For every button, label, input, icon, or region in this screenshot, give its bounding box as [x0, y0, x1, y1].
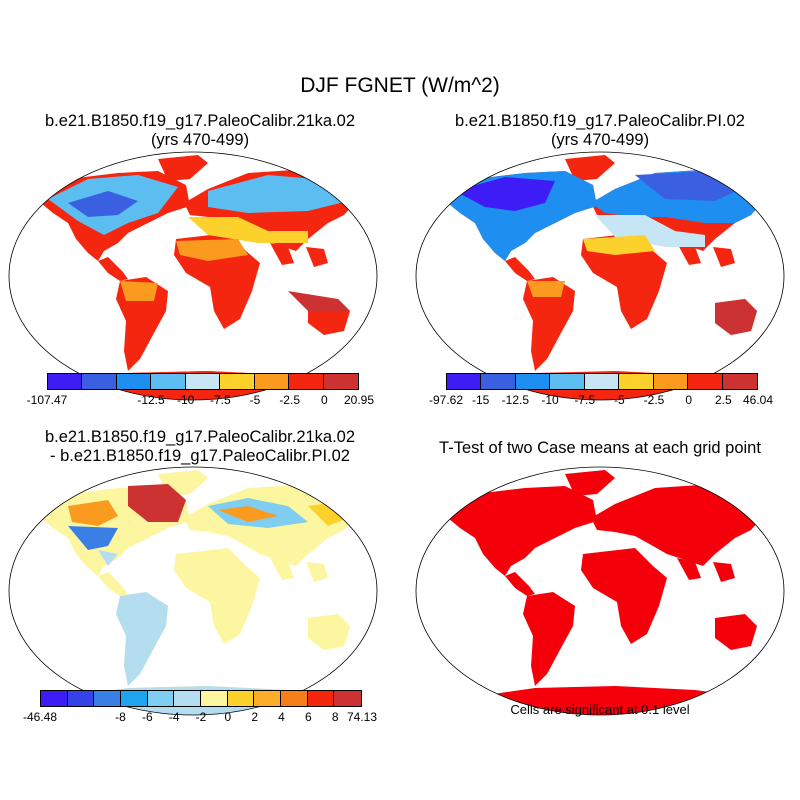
colorbar-tick-label: -15	[471, 393, 490, 407]
colorbar-swatch	[307, 691, 335, 706]
colorbar-swatch	[515, 374, 551, 389]
colorbar-swatch	[220, 374, 255, 389]
colorbar-tick-label: -5	[613, 393, 625, 407]
colorbar-tick-label: -6	[141, 710, 153, 724]
colorbar-tick-label: -8	[115, 710, 126, 724]
colorbar-tick-label: 20.95	[343, 393, 375, 407]
colorbar-tick-label: -12.5	[501, 393, 530, 407]
colorbar-tick-label: -4	[168, 710, 180, 724]
colorbar-tick-label: -12.5	[137, 393, 165, 407]
colorbar-swatch	[688, 374, 723, 389]
main-title: DJF FGNET (W/m^2)	[300, 74, 500, 97]
colorbar-swatch	[323, 374, 358, 389]
colorbar-tick-label: 0	[224, 710, 232, 724]
colorbar-swatch	[619, 374, 654, 389]
colorbar-tick-label: 2	[251, 710, 258, 724]
colorbar-tick-label: 4	[278, 710, 285, 724]
panel-3-title: b.e21.B1850.f19_g17.PaleoCalibr.21ka.02	[44, 428, 356, 446]
colorbar-swatch	[174, 691, 202, 706]
panel-3-subtitle: - b.e21.B1850.f19_g17.PaleoCalibr.PI.02	[50, 447, 350, 465]
colorbar-tick-label: -97.62	[428, 393, 464, 407]
colorbar-swatch	[67, 691, 95, 706]
colorbar-tick-label: 8	[331, 710, 339, 724]
colorbar-swatch	[151, 374, 186, 389]
colorbar-swatch	[201, 691, 228, 706]
panel-2-colorbar	[446, 373, 758, 390]
colorbar-swatch	[94, 691, 122, 706]
colorbar-swatch	[147, 691, 175, 706]
colorbar-swatch	[653, 374, 689, 389]
colorbar-tick-label: 0	[685, 393, 692, 407]
colorbar-swatch	[121, 691, 148, 706]
colorbar-tick-label: -7.5	[574, 393, 595, 407]
colorbar-swatch	[722, 374, 757, 389]
panel-1-subtitle: (yrs 470-499)	[150, 131, 250, 149]
colorbar-swatch	[334, 691, 362, 706]
colorbar-swatch	[481, 374, 516, 389]
panel-4-title: T-Test of two Case means at each grid po…	[439, 439, 761, 457]
colorbar-swatch	[254, 374, 290, 389]
colorbar-swatch	[550, 374, 585, 389]
colorbar-tick-label: 46.04	[742, 393, 774, 407]
colorbar-swatch	[447, 374, 482, 389]
panel-2-title: b.e21.B1850.f19_g17.PaleoCalibr.PI.02	[455, 112, 745, 130]
colorbar-tick-label: -10	[541, 393, 559, 407]
panel-1-map	[8, 151, 378, 401]
colorbar-tick-label: -2.5	[279, 393, 300, 407]
panel-1-colorbar	[47, 373, 359, 390]
colorbar-tick-label: -46.48	[22, 710, 58, 724]
colorbar-tick-label: -5	[249, 393, 261, 407]
colorbar-tick-label: 2.5	[714, 393, 732, 407]
colorbar-tick-label: -107.47	[26, 393, 68, 407]
panel-4-map	[415, 466, 785, 716]
colorbar-tick-label: 0	[320, 393, 328, 407]
colorbar-tick-label: -10	[176, 393, 195, 407]
colorbar-tick-label: 74.13	[346, 710, 378, 724]
panel-2-map	[415, 151, 785, 401]
colorbar-swatch	[254, 691, 282, 706]
panel-1-title: b.e21.B1850.f19_g17.PaleoCalibr.21ka.02	[44, 112, 356, 130]
panel-3-map	[8, 466, 378, 716]
colorbar-swatch	[41, 691, 68, 706]
colorbar-swatch	[82, 374, 117, 389]
colorbar-swatch	[227, 691, 255, 706]
panel-3-colorbar	[40, 690, 362, 707]
colorbar-swatch	[281, 691, 308, 706]
colorbar-tick-label: -2	[195, 710, 207, 724]
colorbar-swatch	[185, 374, 221, 389]
colorbar-swatch	[48, 374, 83, 389]
colorbar-tick-label: -7.5	[209, 393, 231, 407]
colorbar-tick-label: -2.5	[643, 393, 665, 407]
panel-2-subtitle: (yrs 470-499)	[550, 131, 650, 149]
colorbar-swatch	[584, 374, 620, 389]
colorbar-swatch	[289, 374, 324, 389]
colorbar-tick-label: 6	[304, 710, 312, 724]
significance-note: Cells are significant at 0.1 level	[510, 702, 690, 717]
colorbar-swatch	[116, 374, 152, 389]
